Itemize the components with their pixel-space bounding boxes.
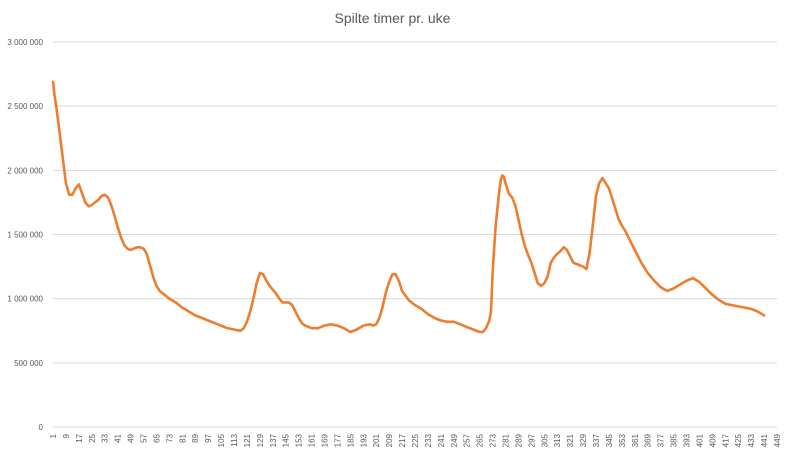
y-axis-labels: 0 500 000 1 000 000 1 500 000 2 000 000 2 500… (7, 38, 43, 432)
x-tick-label: 385 (670, 433, 679, 447)
x-tick-label: 121 (243, 433, 252, 447)
x-tick-label: 161 (308, 433, 317, 447)
x-tick-label: 81 (178, 433, 187, 442)
x-tick-label: 65 (152, 433, 161, 442)
x-tick-label: 129 (256, 433, 265, 447)
y-tick-label: 0 (39, 423, 44, 432)
x-tick-label: 345 (605, 433, 614, 447)
x-tick-label: 433 (747, 433, 756, 447)
x-tick-label: 265 (476, 433, 485, 447)
x-tick-label: 393 (683, 433, 692, 447)
x-tick-label: 329 (579, 433, 588, 447)
x-tick-label: 449 (773, 433, 782, 447)
x-tick-label: 369 (644, 433, 653, 447)
x-tick-label: 201 (372, 433, 381, 447)
y-tick-label: 1 500 000 (7, 231, 43, 240)
x-tick-label: 57 (140, 433, 149, 442)
x-tick-label: 337 (592, 433, 601, 447)
series-layer (51, 80, 766, 334)
series-line-0 (51, 80, 766, 334)
y-tick-label: 2 000 000 (7, 166, 43, 175)
gridlines (53, 41, 777, 428)
x-tick-label: 305 (540, 433, 549, 447)
x-tick-label: 9 (62, 433, 71, 438)
x-tick-label: 289 (514, 433, 523, 447)
x-tick-label: 313 (553, 433, 562, 447)
x-tick-label: 377 (657, 433, 666, 447)
x-tick-label: 1 (49, 433, 58, 438)
y-tick-label: 1 000 000 (7, 295, 43, 304)
x-tick-label: 33 (101, 433, 110, 442)
x-tick-label: 441 (760, 433, 769, 447)
x-tick-label: 257 (463, 433, 472, 447)
x-tick-label: 169 (321, 433, 330, 447)
x-tick-label: 49 (127, 433, 136, 442)
x-tick-label: 401 (695, 433, 704, 447)
x-tick-label: 273 (489, 433, 498, 447)
x-tick-label: 89 (191, 433, 200, 442)
x-tick-label: 145 (282, 433, 291, 447)
x-axis-labels: 1 9 17 25 33 41 49 57 65 73 81 89 97 105 113 121 129 137 1… (49, 433, 782, 447)
x-tick-label: 217 (398, 433, 407, 447)
x-tick-label: 233 (424, 433, 433, 447)
x-tick-label: 193 (359, 433, 368, 447)
x-tick-label: 425 (734, 433, 743, 447)
x-tick-label: 361 (631, 433, 640, 447)
x-tick-label: 225 (411, 433, 420, 447)
x-tick-label: 73 (165, 433, 174, 442)
x-tick-label: 185 (346, 433, 355, 447)
x-tick-label: 249 (450, 433, 459, 447)
y-tick-label: 2 500 000 (7, 102, 43, 111)
x-tick-label: 97 (204, 433, 213, 442)
x-tick-label: 281 (502, 433, 511, 447)
x-tick-label: 41 (114, 433, 123, 442)
x-tick-label: 153 (295, 433, 304, 447)
x-tick-label: 137 (269, 433, 278, 447)
x-tick-label: 209 (385, 433, 394, 447)
y-tick-label: 500 000 (14, 359, 43, 368)
y-tick-label: 3 000 000 (7, 38, 43, 47)
x-tick-label: 417 (721, 433, 730, 447)
x-tick-label: 25 (88, 433, 97, 442)
x-tick-label: 105 (217, 433, 226, 447)
x-tick-label: 113 (230, 433, 239, 446)
x-tick-label: 17 (75, 433, 84, 442)
x-tick-label: 241 (437, 433, 446, 447)
x-tick-label: 409 (708, 433, 717, 447)
x-tick-label: 321 (566, 433, 575, 447)
x-tick-label: 353 (618, 433, 627, 447)
x-tick-label: 297 (527, 433, 536, 447)
x-tick-label: 177 (333, 433, 342, 447)
chart-title: Spilte timer pr. uke (334, 10, 451, 26)
